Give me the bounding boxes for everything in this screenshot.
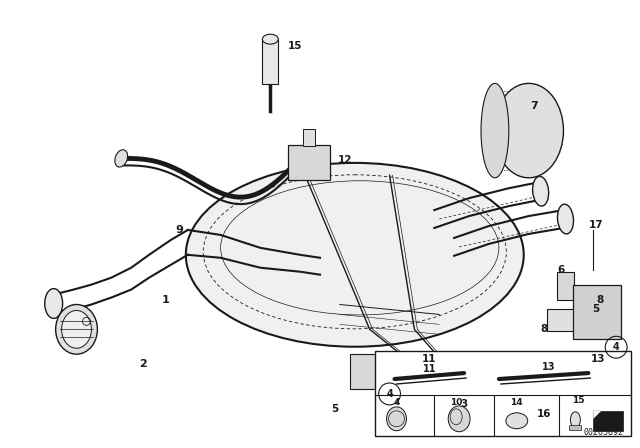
Text: 9: 9 (175, 225, 183, 235)
Text: 2: 2 (140, 359, 147, 369)
FancyBboxPatch shape (573, 284, 621, 339)
Bar (288, 146, 330, 180)
Text: 13: 13 (591, 354, 605, 364)
Ellipse shape (506, 413, 528, 429)
Bar (570, 425, 581, 430)
Text: 1: 1 (162, 294, 170, 305)
Text: 14: 14 (511, 398, 523, 407)
Ellipse shape (494, 83, 563, 178)
Bar (303, 129, 315, 146)
Ellipse shape (186, 163, 524, 347)
Ellipse shape (56, 305, 97, 354)
Ellipse shape (45, 289, 63, 319)
Ellipse shape (532, 177, 548, 206)
Ellipse shape (262, 34, 278, 44)
FancyBboxPatch shape (547, 310, 611, 332)
Text: 00205892: 00205892 (583, 428, 623, 437)
Bar (593, 411, 623, 431)
Text: 17: 17 (589, 220, 604, 230)
FancyBboxPatch shape (557, 271, 575, 300)
Text: 10: 10 (450, 398, 462, 407)
FancyBboxPatch shape (350, 354, 394, 389)
Text: 8: 8 (540, 324, 547, 334)
Ellipse shape (481, 83, 509, 178)
Ellipse shape (557, 204, 573, 234)
Text: 3: 3 (460, 399, 468, 409)
Ellipse shape (115, 150, 127, 167)
Text: 16: 16 (536, 409, 551, 419)
Ellipse shape (61, 310, 92, 348)
Polygon shape (593, 411, 601, 419)
Text: 8: 8 (596, 294, 604, 305)
Text: 11: 11 (422, 354, 436, 364)
Ellipse shape (387, 407, 406, 431)
Text: 5: 5 (332, 404, 339, 414)
Ellipse shape (448, 406, 470, 432)
Text: 4: 4 (394, 398, 400, 407)
Text: 7: 7 (530, 101, 538, 111)
Text: 12: 12 (337, 155, 352, 165)
Bar (262, 39, 278, 84)
Text: 5: 5 (593, 305, 600, 314)
Text: 4: 4 (386, 389, 393, 399)
FancyBboxPatch shape (410, 354, 454, 389)
Text: 6: 6 (558, 265, 565, 275)
Text: 15: 15 (572, 396, 584, 405)
Text: 13: 13 (542, 362, 556, 372)
Text: 4: 4 (612, 342, 620, 352)
Text: 11: 11 (422, 364, 436, 374)
Bar (374, 351, 631, 435)
Ellipse shape (570, 412, 580, 428)
Text: 15: 15 (288, 41, 303, 51)
